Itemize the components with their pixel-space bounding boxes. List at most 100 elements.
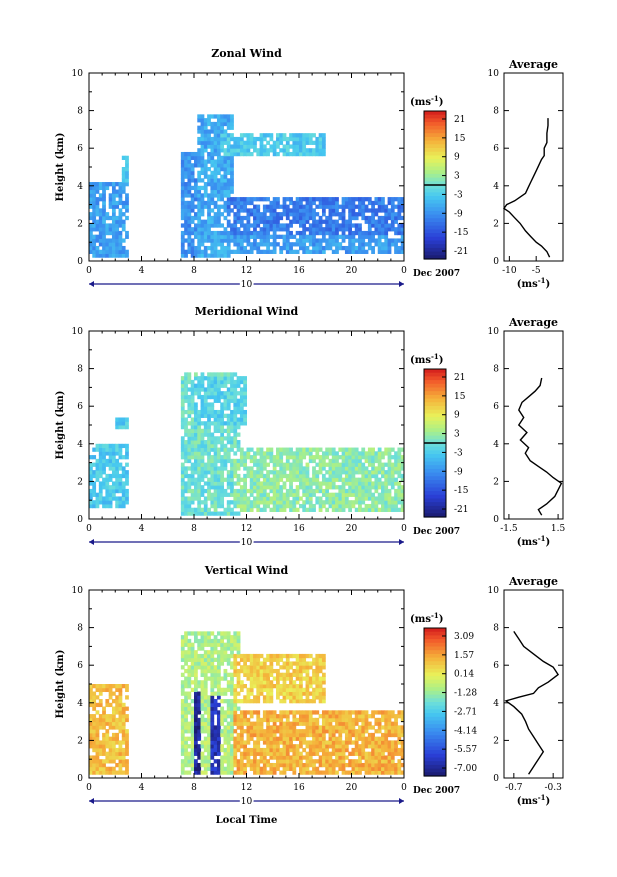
heatmap-cell	[312, 504, 316, 508]
heatmap-cell	[214, 493, 218, 497]
heatmap-cell	[220, 444, 224, 448]
heatmap-cell	[266, 680, 270, 684]
heatmap-cell	[289, 481, 293, 485]
heatmap-cell	[306, 714, 310, 718]
heatmap-cell	[345, 710, 349, 714]
heatmap-cell	[224, 752, 228, 756]
heatmap-cell	[253, 669, 257, 673]
heatmap-cell	[201, 197, 205, 201]
heatmap-cell	[220, 159, 224, 163]
heatmap-cell	[348, 718, 352, 722]
heatmap-cell	[279, 141, 283, 145]
heatmap-cell	[240, 395, 244, 399]
heatmap-cell	[312, 759, 316, 763]
heatmap-cell	[338, 216, 342, 220]
heatmap-cell	[286, 710, 290, 714]
heatmap-cell	[352, 216, 356, 220]
heatmap-cell	[243, 661, 247, 665]
heatmap-cell	[217, 137, 221, 141]
heatmap-cell	[279, 250, 283, 254]
heatmap-cell	[371, 748, 375, 752]
heatmap-cell	[283, 714, 287, 718]
heatmap-cell	[194, 650, 198, 654]
heatmap-cell	[319, 665, 323, 669]
heatmap-cell	[371, 504, 375, 508]
heatmap-cell	[250, 470, 254, 474]
heatmap-cell	[109, 451, 113, 455]
heatmap-cell	[184, 658, 188, 662]
heatmap-cell	[204, 722, 208, 726]
heatmap-cell	[240, 508, 244, 512]
heatmap-cell	[332, 504, 336, 508]
date-label: Dec 2007	[413, 527, 460, 537]
colorbar-tick-label: 15	[454, 392, 466, 402]
heatmap-cell	[279, 466, 283, 470]
heatmap-cell	[243, 402, 247, 406]
heatmap-cell	[201, 220, 205, 224]
heatmap-cell	[214, 703, 218, 707]
heatmap-cell	[187, 246, 191, 250]
heatmap-cell	[388, 500, 392, 504]
heatmap-cell	[191, 391, 195, 395]
heatmap-cell	[217, 376, 221, 380]
heatmap-cell	[96, 478, 100, 482]
heatmap-cell	[201, 489, 205, 493]
heatmap-cell	[260, 455, 264, 459]
heatmap-cell	[217, 372, 221, 376]
heatmap-cell	[279, 748, 283, 752]
heatmap-cell	[256, 208, 260, 212]
heatmap-cell	[184, 372, 188, 376]
heatmap-cell	[224, 646, 228, 650]
heatmap-cell	[181, 186, 185, 190]
heatmap-cell	[269, 688, 273, 692]
heatmap-cell	[233, 763, 237, 767]
heatmap-cell	[181, 455, 185, 459]
heatmap-cell	[250, 489, 254, 493]
heatmap-cell	[220, 650, 224, 654]
heatmap-cell	[207, 448, 211, 452]
colorbar-segment	[424, 130, 446, 134]
heatmap-cell	[230, 414, 234, 418]
heatmap-cell	[269, 755, 273, 759]
heatmap-cell	[322, 481, 326, 485]
heatmap-cell	[112, 201, 116, 205]
heatmap-cell	[309, 451, 313, 455]
heatmap-cell	[224, 714, 228, 718]
heatmap-cell	[243, 669, 247, 673]
heatmap-cell	[217, 126, 221, 130]
heatmap-cell	[319, 197, 323, 201]
heatmap-cell	[230, 133, 234, 137]
heatmap-cell	[371, 733, 375, 737]
heatmap-cell	[250, 144, 254, 148]
heatmap-cell	[115, 733, 119, 737]
heatmap-cell	[338, 752, 342, 756]
heatmap-cell	[299, 710, 303, 714]
heatmap-cell	[112, 474, 116, 478]
colorbar-segment	[424, 148, 446, 152]
heatmap-cell	[119, 500, 123, 504]
heatmap-cell	[102, 725, 106, 729]
heatmap-cell	[204, 376, 208, 380]
heatmap-cell	[361, 710, 365, 714]
heatmap-cell	[345, 474, 349, 478]
heatmap-cell	[115, 227, 119, 231]
heatmap-cell	[184, 710, 188, 714]
heatmap-cell	[194, 448, 198, 452]
heatmap-cell	[233, 231, 237, 235]
heatmap-cell	[89, 223, 93, 227]
heatmap-cell	[325, 481, 329, 485]
heatmap-cell	[273, 231, 277, 235]
heatmap-cell	[348, 500, 352, 504]
heatmap-cell	[279, 710, 283, 714]
heatmap-cell	[315, 250, 319, 254]
heatmap-cell	[306, 489, 310, 493]
heatmap-cell	[214, 220, 218, 224]
heatmap-cell	[204, 391, 208, 395]
heatmap-cell	[240, 478, 244, 482]
heatmap-cell	[181, 714, 185, 718]
heatmap-cell	[201, 740, 205, 744]
heatmap-cell	[240, 755, 244, 759]
heatmap-cell	[233, 631, 237, 635]
heatmap-cell	[306, 770, 310, 774]
heatmap-cell	[358, 770, 362, 774]
